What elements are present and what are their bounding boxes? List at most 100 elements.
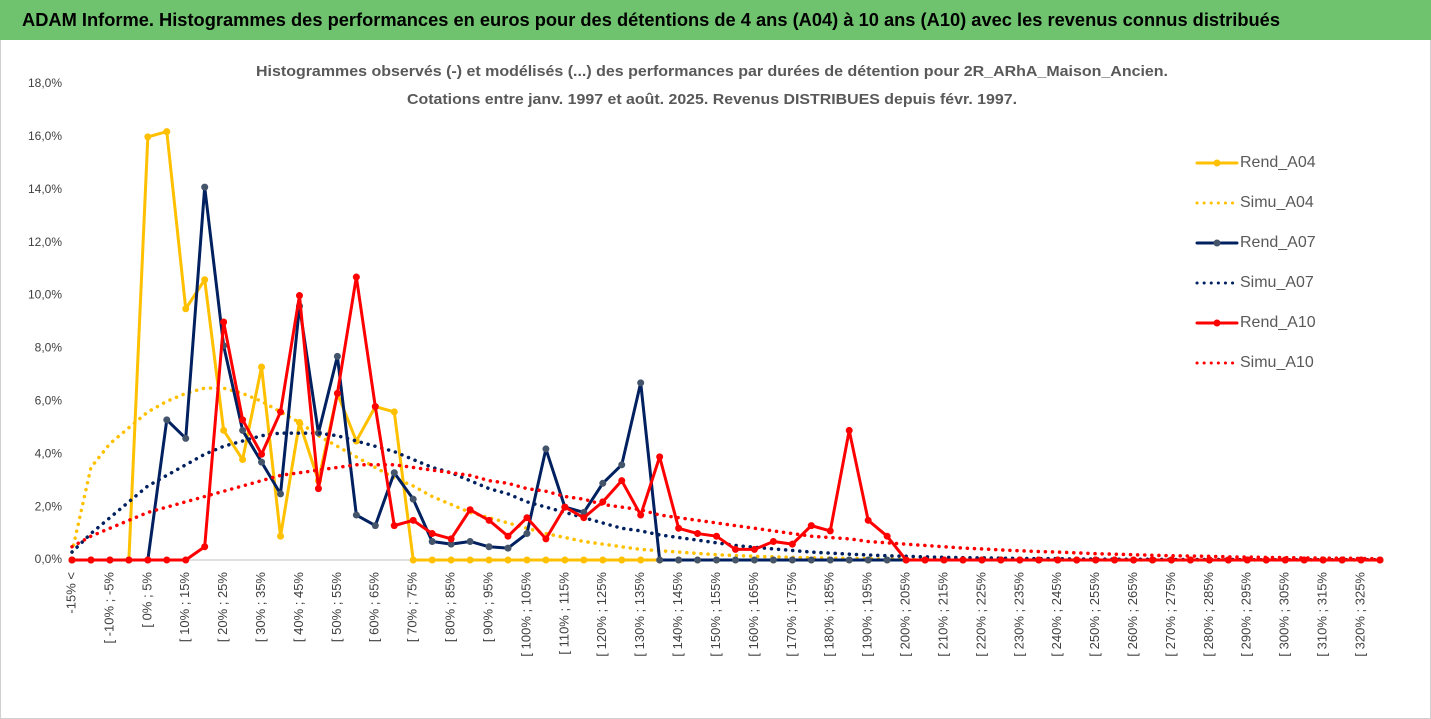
legend-label: Simu_A04 xyxy=(1240,194,1314,211)
point xyxy=(485,543,493,551)
point xyxy=(713,556,721,564)
point xyxy=(637,511,645,519)
point xyxy=(902,556,910,564)
point xyxy=(978,556,986,564)
header-title: ADAM Informe. Histogrammes des performan… xyxy=(22,10,1280,30)
point xyxy=(125,556,133,564)
x-tick-label: [ 280% ; 285% xyxy=(1201,572,1216,657)
point xyxy=(731,556,739,564)
point xyxy=(277,408,285,416)
point xyxy=(504,556,512,564)
legend-label: Rend_A07 xyxy=(1240,234,1316,251)
point xyxy=(314,485,322,493)
x-tick-label: [ 0% ; 5% xyxy=(139,572,154,628)
observed-line xyxy=(70,275,1382,562)
point xyxy=(447,535,455,543)
point xyxy=(258,363,266,371)
point xyxy=(163,556,171,564)
point xyxy=(1167,556,1175,564)
x-tick-label: -15% < xyxy=(63,572,78,614)
point xyxy=(1243,556,1251,564)
legend-label: Rend_A10 xyxy=(1240,314,1316,331)
x-tick-label: [ 320% ; 325% xyxy=(1352,572,1367,657)
point xyxy=(390,469,398,477)
x-tick-label: [ 180% ; 185% xyxy=(822,572,837,657)
x-tick-label: [ 100% ; 105% xyxy=(518,572,533,657)
x-tick-label: [ 10% ; 15% xyxy=(177,572,192,643)
point xyxy=(769,537,777,545)
point xyxy=(769,556,777,564)
x-tick-label: [ 130% ; 135% xyxy=(632,572,647,657)
x-tick-label: [ 120% ; 125% xyxy=(594,572,609,657)
point xyxy=(561,556,569,564)
point xyxy=(504,544,512,552)
chart-title: Histogrammes observés (-) et modélisés (… xyxy=(256,63,1168,80)
point xyxy=(523,514,531,522)
point xyxy=(883,532,891,540)
point xyxy=(675,524,683,532)
x-tick-label: [ 20% ; 25% xyxy=(215,572,230,643)
point xyxy=(864,556,872,564)
point xyxy=(106,556,114,564)
point xyxy=(428,537,436,545)
point xyxy=(618,556,626,564)
point xyxy=(694,556,702,564)
x-tick-label: [ 220% ; 225% xyxy=(973,572,988,657)
header-bar xyxy=(0,0,1431,40)
point xyxy=(277,532,285,540)
y-tick-label: 16,0% xyxy=(28,129,62,143)
point xyxy=(523,556,531,564)
point xyxy=(1205,556,1213,564)
x-tick-label: [ 290% ; 295% xyxy=(1239,572,1254,657)
point xyxy=(656,453,664,461)
point xyxy=(788,540,796,548)
point xyxy=(1073,556,1081,564)
point xyxy=(845,426,853,434)
x-tick-label: [ 30% ; 35% xyxy=(253,572,268,643)
point xyxy=(182,556,190,564)
x-tick-label: [ 190% ; 195% xyxy=(860,572,875,657)
x-tick-label: [ 170% ; 175% xyxy=(784,572,799,657)
point xyxy=(295,292,303,300)
point xyxy=(523,530,531,538)
legend-marker xyxy=(1213,159,1221,167)
point xyxy=(826,527,834,535)
x-tick-label: [ 140% ; 145% xyxy=(670,572,685,657)
y-tick-label: 2,0% xyxy=(35,499,63,513)
point xyxy=(883,556,891,564)
x-tick-label: [ 60% ; 65% xyxy=(367,572,382,643)
point xyxy=(144,556,152,564)
x-tick-label: [ 240% ; 245% xyxy=(1049,572,1064,657)
legend-marker xyxy=(1213,319,1221,327)
point xyxy=(201,183,209,191)
y-tick-label: 0,0% xyxy=(35,552,63,566)
point xyxy=(220,318,228,326)
x-tick-label: [ 50% ; 55% xyxy=(329,572,344,643)
x-tick-label: [ 310% ; 315% xyxy=(1315,572,1330,657)
point xyxy=(163,128,171,136)
x-tick-label: [ 230% ; 235% xyxy=(1011,572,1026,657)
y-tick-label: 14,0% xyxy=(28,182,62,196)
point xyxy=(371,403,379,411)
point xyxy=(542,535,550,543)
point xyxy=(409,495,417,503)
point xyxy=(409,516,417,524)
point xyxy=(182,305,190,313)
x-tick-label: [ 150% ; 155% xyxy=(708,572,723,657)
point xyxy=(258,458,266,466)
point xyxy=(182,434,190,442)
y-tick-label: 12,0% xyxy=(28,235,62,249)
point xyxy=(504,532,512,540)
point xyxy=(428,530,436,538)
point xyxy=(618,477,626,485)
point xyxy=(428,556,436,564)
legend-label: Simu_A10 xyxy=(1240,354,1314,371)
point xyxy=(864,516,872,524)
point xyxy=(239,426,247,434)
point xyxy=(466,506,474,514)
x-tick-label: [ 70% ; 75% xyxy=(405,572,420,643)
legend-marker xyxy=(1213,239,1221,247)
x-tick-label: [ 210% ; 215% xyxy=(935,572,950,657)
y-tick-label: 6,0% xyxy=(35,394,63,408)
point xyxy=(409,556,417,564)
